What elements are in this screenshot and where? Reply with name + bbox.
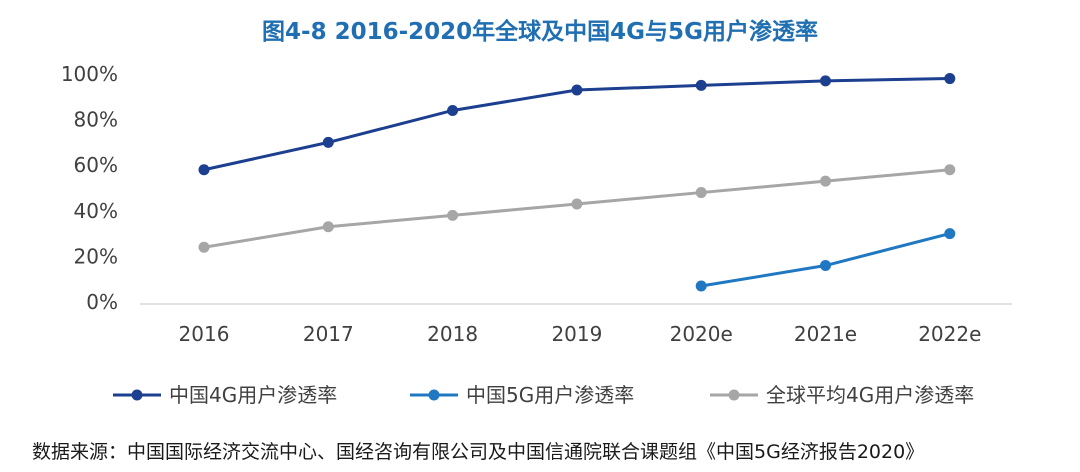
data-point (322, 221, 334, 233)
x-tick-label: 2018 (427, 322, 478, 346)
legend-swatch-marker (131, 389, 143, 401)
data-point (571, 84, 583, 96)
y-tick-label: 0% (86, 290, 118, 314)
legend-label: 全球平均4G用户渗透率 (766, 383, 974, 407)
chart-title: 图4-8 2016-2020年全球及中国4G与5G用户渗透率 (262, 19, 818, 45)
data-point (571, 198, 583, 210)
legend-label: 中国5G用户渗透率 (466, 383, 634, 407)
x-tick-label: 2020e (670, 322, 733, 346)
data-point (944, 164, 956, 176)
data-point (322, 136, 334, 148)
series-line-1 (700, 232, 951, 288)
x-tick-label: 2021e (794, 322, 857, 346)
data-point (820, 175, 831, 187)
x-tick-label: 2017 (303, 322, 354, 346)
data-point (447, 104, 459, 116)
source-note: 数据来源：中国国际经济交流中心、国经咨询有限公司及中国信通院联合课题组《中国5G… (32, 441, 925, 463)
x-tick-label: 2016 (179, 322, 230, 346)
data-point (695, 79, 707, 91)
x-tick-label: 2022e (918, 322, 981, 346)
x-tick-label: 2019 (551, 322, 602, 346)
data-point (695, 187, 707, 199)
y-tick-label: 60% (74, 153, 118, 177)
data-point (695, 280, 707, 292)
legend-swatch-marker (728, 389, 740, 401)
legend-label: 中国4G用户渗透率 (169, 383, 337, 407)
data-point (944, 73, 956, 85)
data-point (820, 75, 831, 87)
data-point (944, 228, 956, 240)
data-point (447, 209, 459, 221)
data-point (198, 241, 210, 253)
data-point (198, 164, 210, 176)
legend-swatch-marker (428, 389, 440, 401)
y-tick-label: 80% (74, 108, 118, 132)
data-point (820, 260, 831, 272)
y-tick-label: 100% (61, 62, 118, 86)
y-tick-label: 20% (74, 244, 118, 268)
y-tick-label: 40% (74, 199, 118, 223)
